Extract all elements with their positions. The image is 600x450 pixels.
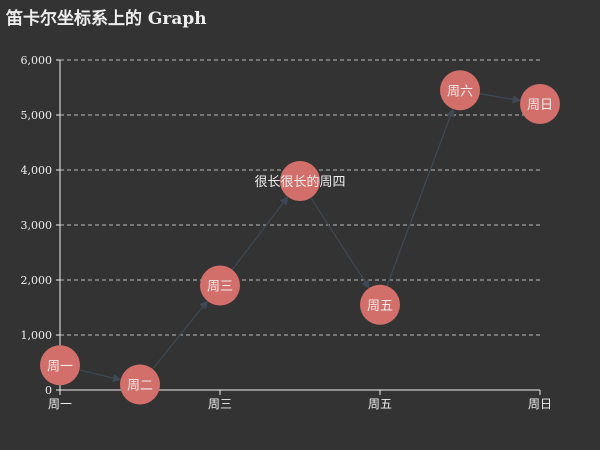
graph-node <box>440 70 480 111</box>
y-tick-label: 5,000 <box>21 109 53 122</box>
graph-node <box>280 161 320 201</box>
graph-node <box>200 265 240 306</box>
graph-node-label: 周二 <box>127 379 153 394</box>
graph-node-label: 周日 <box>527 98 553 113</box>
y-tick-label: 2,000 <box>21 274 53 287</box>
y-tick-label: 4,000 <box>21 164 53 177</box>
graph-link <box>386 108 455 287</box>
graph-node <box>40 345 80 386</box>
graph-link <box>479 93 522 104</box>
graph-link <box>79 369 122 383</box>
graph-link <box>231 196 289 270</box>
graph-node-label: 周五 <box>367 299 393 314</box>
y-tick-label: 0 <box>45 384 52 397</box>
graph-link <box>152 300 208 370</box>
graph-node <box>520 84 560 124</box>
graph-node-label: 周六 <box>447 84 473 99</box>
graph-node <box>120 364 160 405</box>
y-tick-label: 1,000 <box>21 329 53 342</box>
graph-node-label: 周一 <box>47 359 73 374</box>
graph-node-label: 周三 <box>207 280 233 295</box>
x-tick-label: 周日 <box>528 397 552 411</box>
chart-title: 笛卡尔坐标系上的 Graph <box>6 9 207 29</box>
x-tick-label: 周五 <box>368 397 392 411</box>
graph-node-label: 很长很长的周四 <box>254 174 345 190</box>
graph-node <box>360 284 400 325</box>
graph-link <box>310 197 370 289</box>
x-tick-label: 周一 <box>48 397 72 411</box>
x-tick-label: 周三 <box>208 397 232 411</box>
y-tick-label: 3,000 <box>21 219 53 232</box>
y-tick-label: 6,000 <box>21 54 53 67</box>
